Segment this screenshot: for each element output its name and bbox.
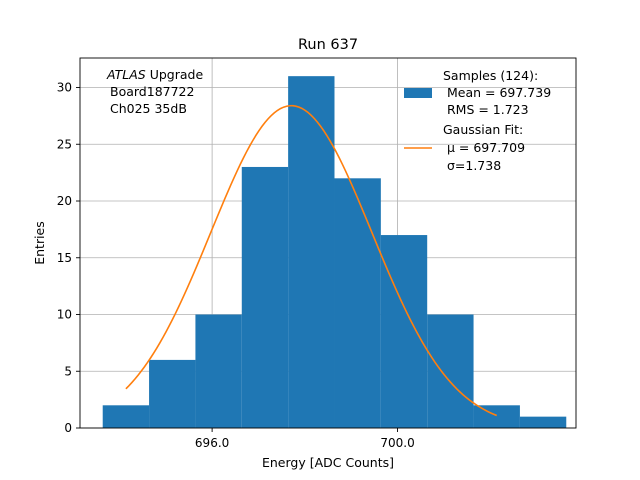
y-axis-ticks: 0 5 10 15 20 25 30	[57, 81, 80, 435]
histogram-bar	[473, 405, 520, 428]
x-axis-ticks: 696.0 700.0	[195, 428, 415, 450]
legend-fit-line-1: Gaussian Fit:	[443, 122, 523, 137]
annotation-italic: ATLAS	[106, 67, 146, 82]
histogram-bar	[195, 314, 242, 428]
histogram-bar	[334, 178, 381, 428]
histogram-bar	[241, 166, 289, 428]
gaussian-fit-line	[125, 104, 498, 417]
histogram-bar	[427, 314, 474, 428]
histogram-bar	[519, 416, 567, 428]
y-tick-label: 15	[57, 251, 72, 265]
histogram-bar	[102, 405, 150, 428]
y-tick-label: 20	[57, 194, 72, 208]
histogram-bar	[149, 359, 196, 428]
legend-samples-line-3: RMS = 1.723	[443, 102, 529, 117]
y-tick-label: 10	[57, 308, 72, 322]
x-tick-label: 696.0	[195, 436, 229, 450]
chart-title: Run 637	[298, 37, 358, 53]
x-axis-label: Energy [ADC Counts]	[262, 455, 394, 470]
atlas-annotation: ATLAS Upgrade Board187722 Ch025 35dB	[106, 67, 203, 116]
legend-fit-line-3: σ=1.738	[443, 158, 501, 173]
histogram-bar	[380, 235, 428, 428]
legend: Samples (124): Mean = 697.739 RMS = 1.72…	[404, 68, 551, 173]
annotation-line-3: Ch025 35dB	[110, 101, 187, 116]
legend-fit-line-2: μ = 697.709	[443, 140, 525, 155]
histogram-bar	[288, 76, 335, 428]
annotation-line-2: Board187722	[110, 84, 194, 99]
y-tick-label: 5	[64, 364, 72, 378]
legend-samples-line-2: Mean = 697.739	[443, 85, 551, 100]
annotation-rest: Upgrade	[146, 67, 204, 82]
plot-frame	[79, 57, 577, 429]
x-tick-label: 700.0	[380, 436, 414, 450]
legend-samples-line-1: Samples (124):	[443, 68, 538, 83]
legend-samples-swatch	[404, 88, 432, 98]
y-tick-label: 30	[57, 81, 72, 95]
annotation-line-1: ATLAS Upgrade	[106, 67, 203, 82]
y-tick-label: 25	[57, 137, 72, 151]
y-axis-label: Entries	[32, 221, 47, 265]
y-tick-label: 0	[64, 421, 72, 435]
